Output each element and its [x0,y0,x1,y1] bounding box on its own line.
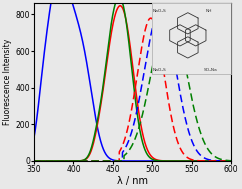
Y-axis label: Fluorescence Intensity: Fluorescence Intensity [3,39,13,125]
X-axis label: λ / nm: λ / nm [117,176,148,186]
